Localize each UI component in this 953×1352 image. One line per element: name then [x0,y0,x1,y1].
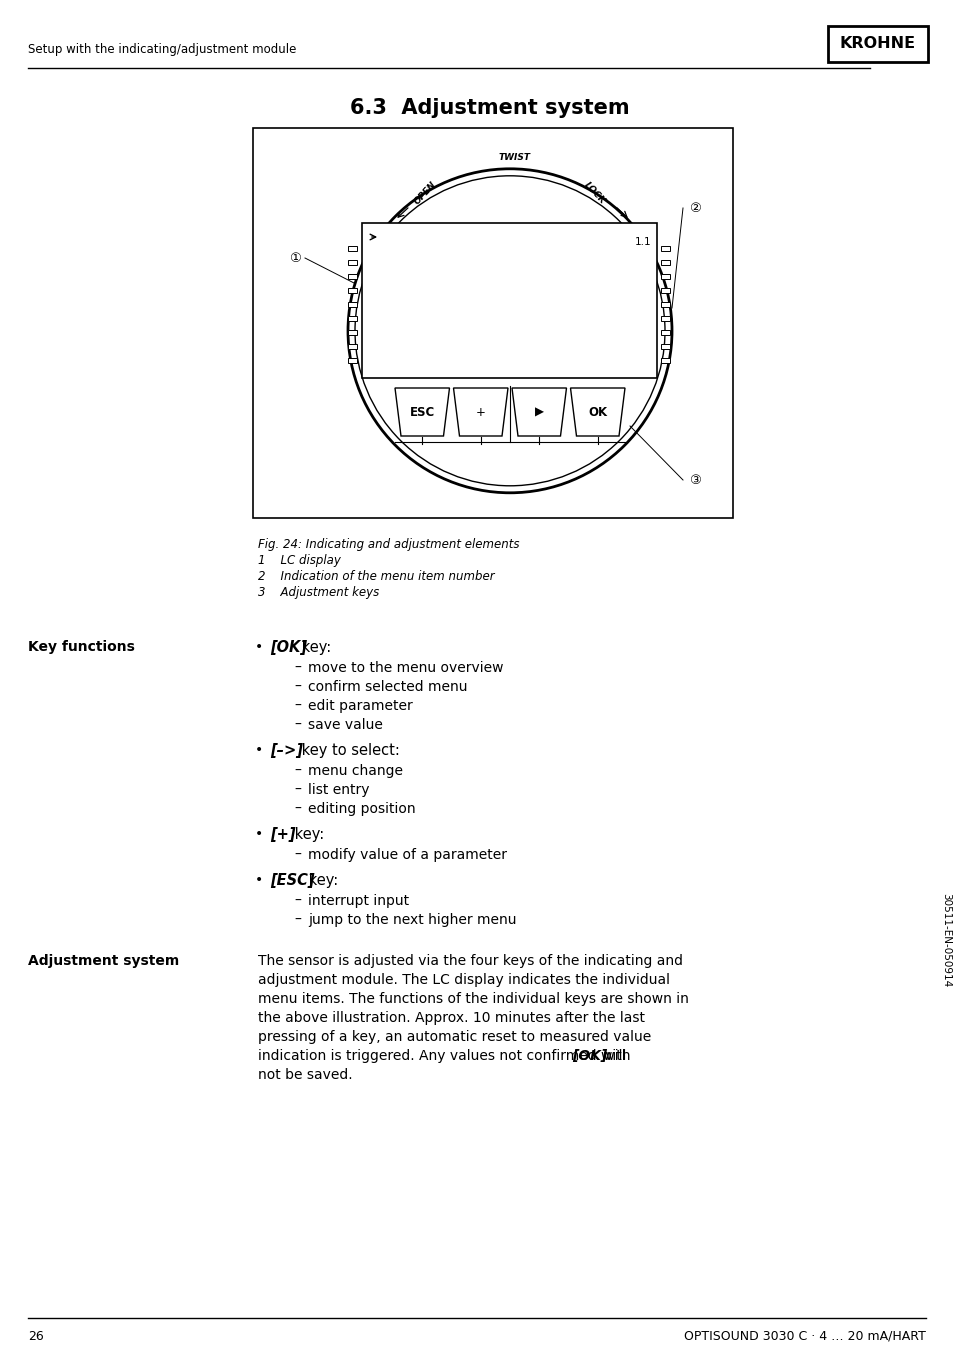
Text: [ESC]: [ESC] [270,873,314,888]
Text: –: – [294,913,300,927]
Bar [348,330,356,334]
Text: ▶: ▶ [535,406,543,419]
Bar [348,273,356,279]
Polygon shape [570,388,624,435]
Text: menu change: menu change [308,764,402,777]
Text: Adjustment system: Adjustment system [28,955,179,968]
Text: [OK]: [OK] [572,1049,607,1063]
Text: editing position: editing position [308,802,416,817]
Bar [348,357,356,362]
Text: The sensor is adjusted via the four keys of the indicating and: The sensor is adjusted via the four keys… [257,955,682,968]
Bar [660,357,669,362]
Bar [348,288,356,292]
Text: [+]: [+] [270,827,295,842]
Bar [253,128,732,518]
Bar [660,273,669,279]
Text: –: – [294,699,300,713]
Polygon shape [453,388,507,435]
Text: key:: key: [297,639,331,654]
Text: list entry: list entry [308,783,369,796]
Text: save value: save value [308,718,382,731]
Text: menu items. The functions of the individual keys are shown in: menu items. The functions of the individ… [257,992,688,1006]
Text: ESC: ESC [409,406,435,419]
Text: •: • [254,639,263,654]
Text: ③: ③ [688,473,700,487]
Polygon shape [395,388,449,435]
Text: indication is triggered. Any values not confirmed with: indication is triggered. Any values not … [257,1049,634,1063]
Bar [361,223,657,379]
Text: ②: ② [688,201,700,215]
Text: Fig. 24: Indicating and adjustment elements: Fig. 24: Indicating and adjustment eleme… [257,538,519,552]
Bar [660,343,669,349]
Text: –: – [294,680,300,694]
Text: key:: key: [290,827,324,842]
Text: the above illustration. Approx. 10 minutes after the last: the above illustration. Approx. 10 minut… [257,1011,644,1025]
Bar [660,330,669,334]
Polygon shape [512,388,566,435]
Text: move to the menu overview: move to the menu overview [308,661,503,675]
Text: •: • [254,827,263,841]
Text: [OK]: [OK] [270,639,307,654]
Text: OK: OK [588,406,607,419]
Text: modify value of a parameter: modify value of a parameter [308,848,506,863]
Bar [348,260,356,265]
Text: confirm selected menu: confirm selected menu [308,680,467,694]
Text: –: – [294,764,300,777]
Text: interrupt input: interrupt input [308,894,409,909]
Text: ①: ① [289,251,300,265]
Text: –: – [294,848,300,863]
Bar [660,315,669,320]
Text: OPEN: OPEN [412,180,437,207]
Bar [348,246,356,250]
Text: –: – [294,783,300,796]
Text: LOCK: LOCK [582,180,607,206]
Text: 3    Adjustment keys: 3 Adjustment keys [257,585,379,599]
Text: Setup with the indicating/adjustment module: Setup with the indicating/adjustment mod… [28,43,296,57]
Text: not be saved.: not be saved. [257,1068,353,1082]
Bar [660,301,669,307]
Bar [348,315,356,320]
Text: edit parameter: edit parameter [308,699,413,713]
Text: –: – [294,718,300,731]
Bar [348,301,356,307]
Text: key:: key: [304,873,338,888]
Bar [660,288,669,292]
Text: •: • [254,873,263,887]
Text: will: will [598,1049,625,1063]
Text: OPTISOUND 3030 C · 4 … 20 mA/HART: OPTISOUND 3030 C · 4 … 20 mA/HART [683,1329,925,1343]
Text: 1    LC display: 1 LC display [257,554,340,566]
Text: [–>]: [–>] [270,744,302,758]
Text: jump to the next higher menu: jump to the next higher menu [308,913,516,927]
Text: TWIST: TWIST [498,154,531,162]
Text: 30511-EN-050914: 30511-EN-050914 [940,892,950,987]
Text: –: – [294,894,300,909]
Text: 6.3  Adjustment system: 6.3 Adjustment system [350,97,629,118]
Text: Key functions: Key functions [28,639,134,654]
Text: +: + [476,406,485,419]
Bar [660,246,669,250]
Text: 2    Indication of the menu item number: 2 Indication of the menu item number [257,571,494,583]
Text: pressing of a key, an automatic reset to measured value: pressing of a key, an automatic reset to… [257,1030,651,1044]
Text: 26: 26 [28,1329,44,1343]
Text: adjustment module. The LC display indicates the individual: adjustment module. The LC display indica… [257,973,669,987]
Text: KROHNE: KROHNE [839,37,915,51]
Text: key to select:: key to select: [297,744,399,758]
FancyBboxPatch shape [827,26,927,62]
Bar [660,260,669,265]
Bar [348,343,356,349]
Text: –: – [294,802,300,817]
Text: 1.1: 1.1 [634,237,650,247]
Text: •: • [254,744,263,757]
Text: –: – [294,661,300,675]
